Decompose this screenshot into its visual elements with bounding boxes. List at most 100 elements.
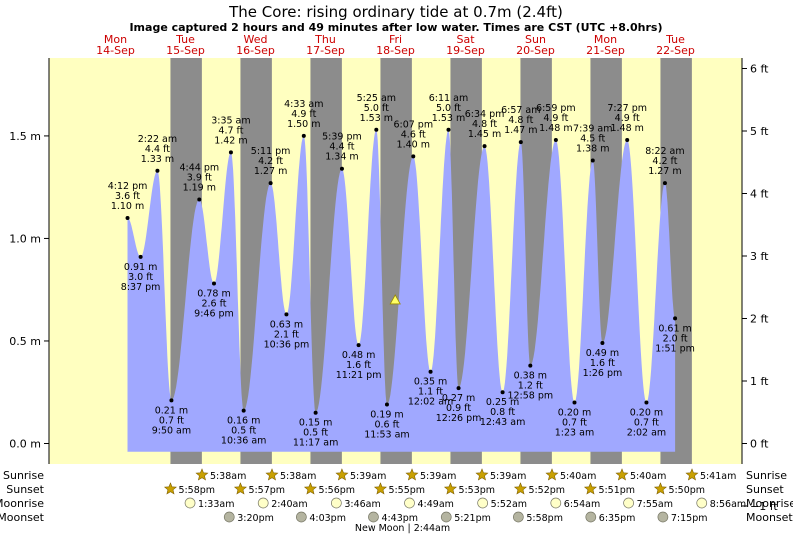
tide-point <box>284 312 289 317</box>
day-name: Thu <box>314 33 336 46</box>
moonrise-icon <box>696 497 708 509</box>
tide-m-label: 1.34 m <box>325 152 358 163</box>
tide-m-label: 1.53 m <box>360 113 393 124</box>
tide-time-label: 6:57 am <box>501 105 540 116</box>
sunrise-time: 5:39am <box>420 471 456 482</box>
tide-m-label: 0.16 m <box>227 416 260 427</box>
sunrise-row-label-right: Sunrise <box>746 469 787 482</box>
tide-time-label: 5:39 pm <box>322 132 362 143</box>
tide-m-label: 0.19 m <box>370 410 403 421</box>
moonrise-time: 7:55am <box>637 499 673 510</box>
moonrise-icon <box>404 497 415 509</box>
tide-time-label: 11:21 pm <box>336 370 382 381</box>
day-name: Wed <box>244 33 268 46</box>
moonset-icon <box>440 511 452 523</box>
tide-ft-label: 1.6 ft <box>346 360 371 371</box>
sun-icon <box>265 468 279 481</box>
sunset-time: 5:58pm <box>178 485 215 496</box>
sun-icon <box>195 468 209 481</box>
tide-ft-label: 0.8 ft <box>490 407 515 418</box>
tide-time-label: 12:43 am <box>480 417 525 428</box>
tide-point <box>590 158 595 163</box>
moonset-time: 6:35pm <box>599 513 636 524</box>
moonset-icon <box>368 511 379 523</box>
tide-point <box>356 343 361 348</box>
sun-icon <box>615 468 629 481</box>
tide-ft-label: 4.2 ft <box>258 156 283 167</box>
sunset-time: 5:53pm <box>458 485 495 496</box>
tide-time-label: 2:22 am <box>138 134 177 145</box>
tide-point <box>600 341 605 346</box>
tide-m-label: 0.21 m <box>155 405 188 416</box>
tide-area <box>127 129 676 452</box>
tide-ft-label: 4.6 ft <box>401 129 426 140</box>
tide-m-label: 0.25 m <box>486 397 519 408</box>
tide-m-label: 0.49 m <box>586 348 619 359</box>
moonset-row-label-left: Moonset <box>0 511 45 524</box>
moonset-time: 5:58pm <box>526 513 563 524</box>
right-tick-label: 0 ft <box>750 437 769 450</box>
sun-icon <box>475 468 489 481</box>
tide-m-label: 0.48 m <box>342 350 375 361</box>
tide-ft-label: 4.8 ft <box>508 115 533 126</box>
tide-point <box>301 133 306 138</box>
right-tick-label: 5 ft <box>750 125 769 138</box>
tide-time-label: 6:07 pm <box>393 119 433 130</box>
tide-point <box>662 181 667 186</box>
moonrise-time: 8:56am <box>710 499 746 510</box>
right-tick-label: 2 ft <box>750 312 769 325</box>
day-date: 19-Sep <box>446 44 485 57</box>
tide-m-label: 0.63 m <box>270 319 303 330</box>
moonrise-row-label-left: Moonrise <box>0 497 44 510</box>
tide-m-label: 0.35 m <box>414 377 447 388</box>
tide-point <box>228 150 233 155</box>
tide-m-label: 1.38 m <box>576 144 609 155</box>
day-date: 21-Sep <box>586 44 625 57</box>
tide-m-label: 0.20 m <box>630 407 663 418</box>
tide-ft-label: 4.8 ft <box>472 119 497 130</box>
tide-point <box>428 369 433 374</box>
tide-point <box>125 215 130 220</box>
tide-ft-label: 3.6 ft <box>115 191 140 202</box>
day-date: 18-Sep <box>376 44 415 57</box>
sun-icon <box>685 468 699 481</box>
tide-point <box>500 390 505 395</box>
tide-time-label: 12:02 am <box>408 397 453 408</box>
sunrise-row-label-left: Sunrise <box>3 469 44 482</box>
tide-m-label: 1.47 m <box>504 125 537 136</box>
moonrise-time: 2:40am <box>271 499 307 510</box>
tide-point <box>411 154 416 159</box>
day-name: Fri <box>389 33 402 46</box>
tide-m-label: 0.61 m <box>658 323 691 334</box>
left-tick-label: 1.5 m <box>9 130 41 143</box>
tide-m-label: 1.42 m <box>214 135 247 146</box>
moonrise-time: 4:49am <box>418 499 454 510</box>
tide-ft-label: 0.7 ft <box>562 417 587 428</box>
moonset-icon <box>585 511 597 523</box>
moonrise-time: 3:46am <box>344 499 380 510</box>
day-date: 20-Sep <box>516 44 555 57</box>
tide-labels-layer: 4:12 pm3.6 ft1.10 m 0.91 m3.0 ft8:37 pm 2:… <box>108 93 695 449</box>
right-tick-label: 4 ft <box>750 187 769 200</box>
moonrise-icon <box>257 497 269 509</box>
current-tide-marker <box>389 294 401 305</box>
tide-ft-label: 4.9 ft <box>543 113 568 124</box>
tide-ft-label: 2.6 ft <box>201 299 226 310</box>
day-date: 15-Sep <box>166 44 205 57</box>
tide-ft-label: 0.5 ft <box>303 428 328 439</box>
tide-ft-label: 5.0 ft <box>364 103 389 114</box>
tide-time-label: 3:35 am <box>211 115 250 126</box>
right-tick-label: 6 ft <box>750 62 769 75</box>
tide-ft-label: 4.9 ft <box>615 113 640 124</box>
sun-icon <box>545 468 559 481</box>
tide-ft-label: 4.5 ft <box>580 134 605 145</box>
sunrise-time: 5:41am <box>700 471 736 482</box>
tide-ft-label: 5.0 ft <box>436 103 461 114</box>
tide-area-layer <box>127 129 676 452</box>
sunset-time: 5:55pm <box>388 485 425 496</box>
sunset-time: 5:57pm <box>248 485 285 496</box>
tide-m-label: 0.20 m <box>558 407 591 418</box>
moonrise-time: 6:54am <box>564 499 600 510</box>
